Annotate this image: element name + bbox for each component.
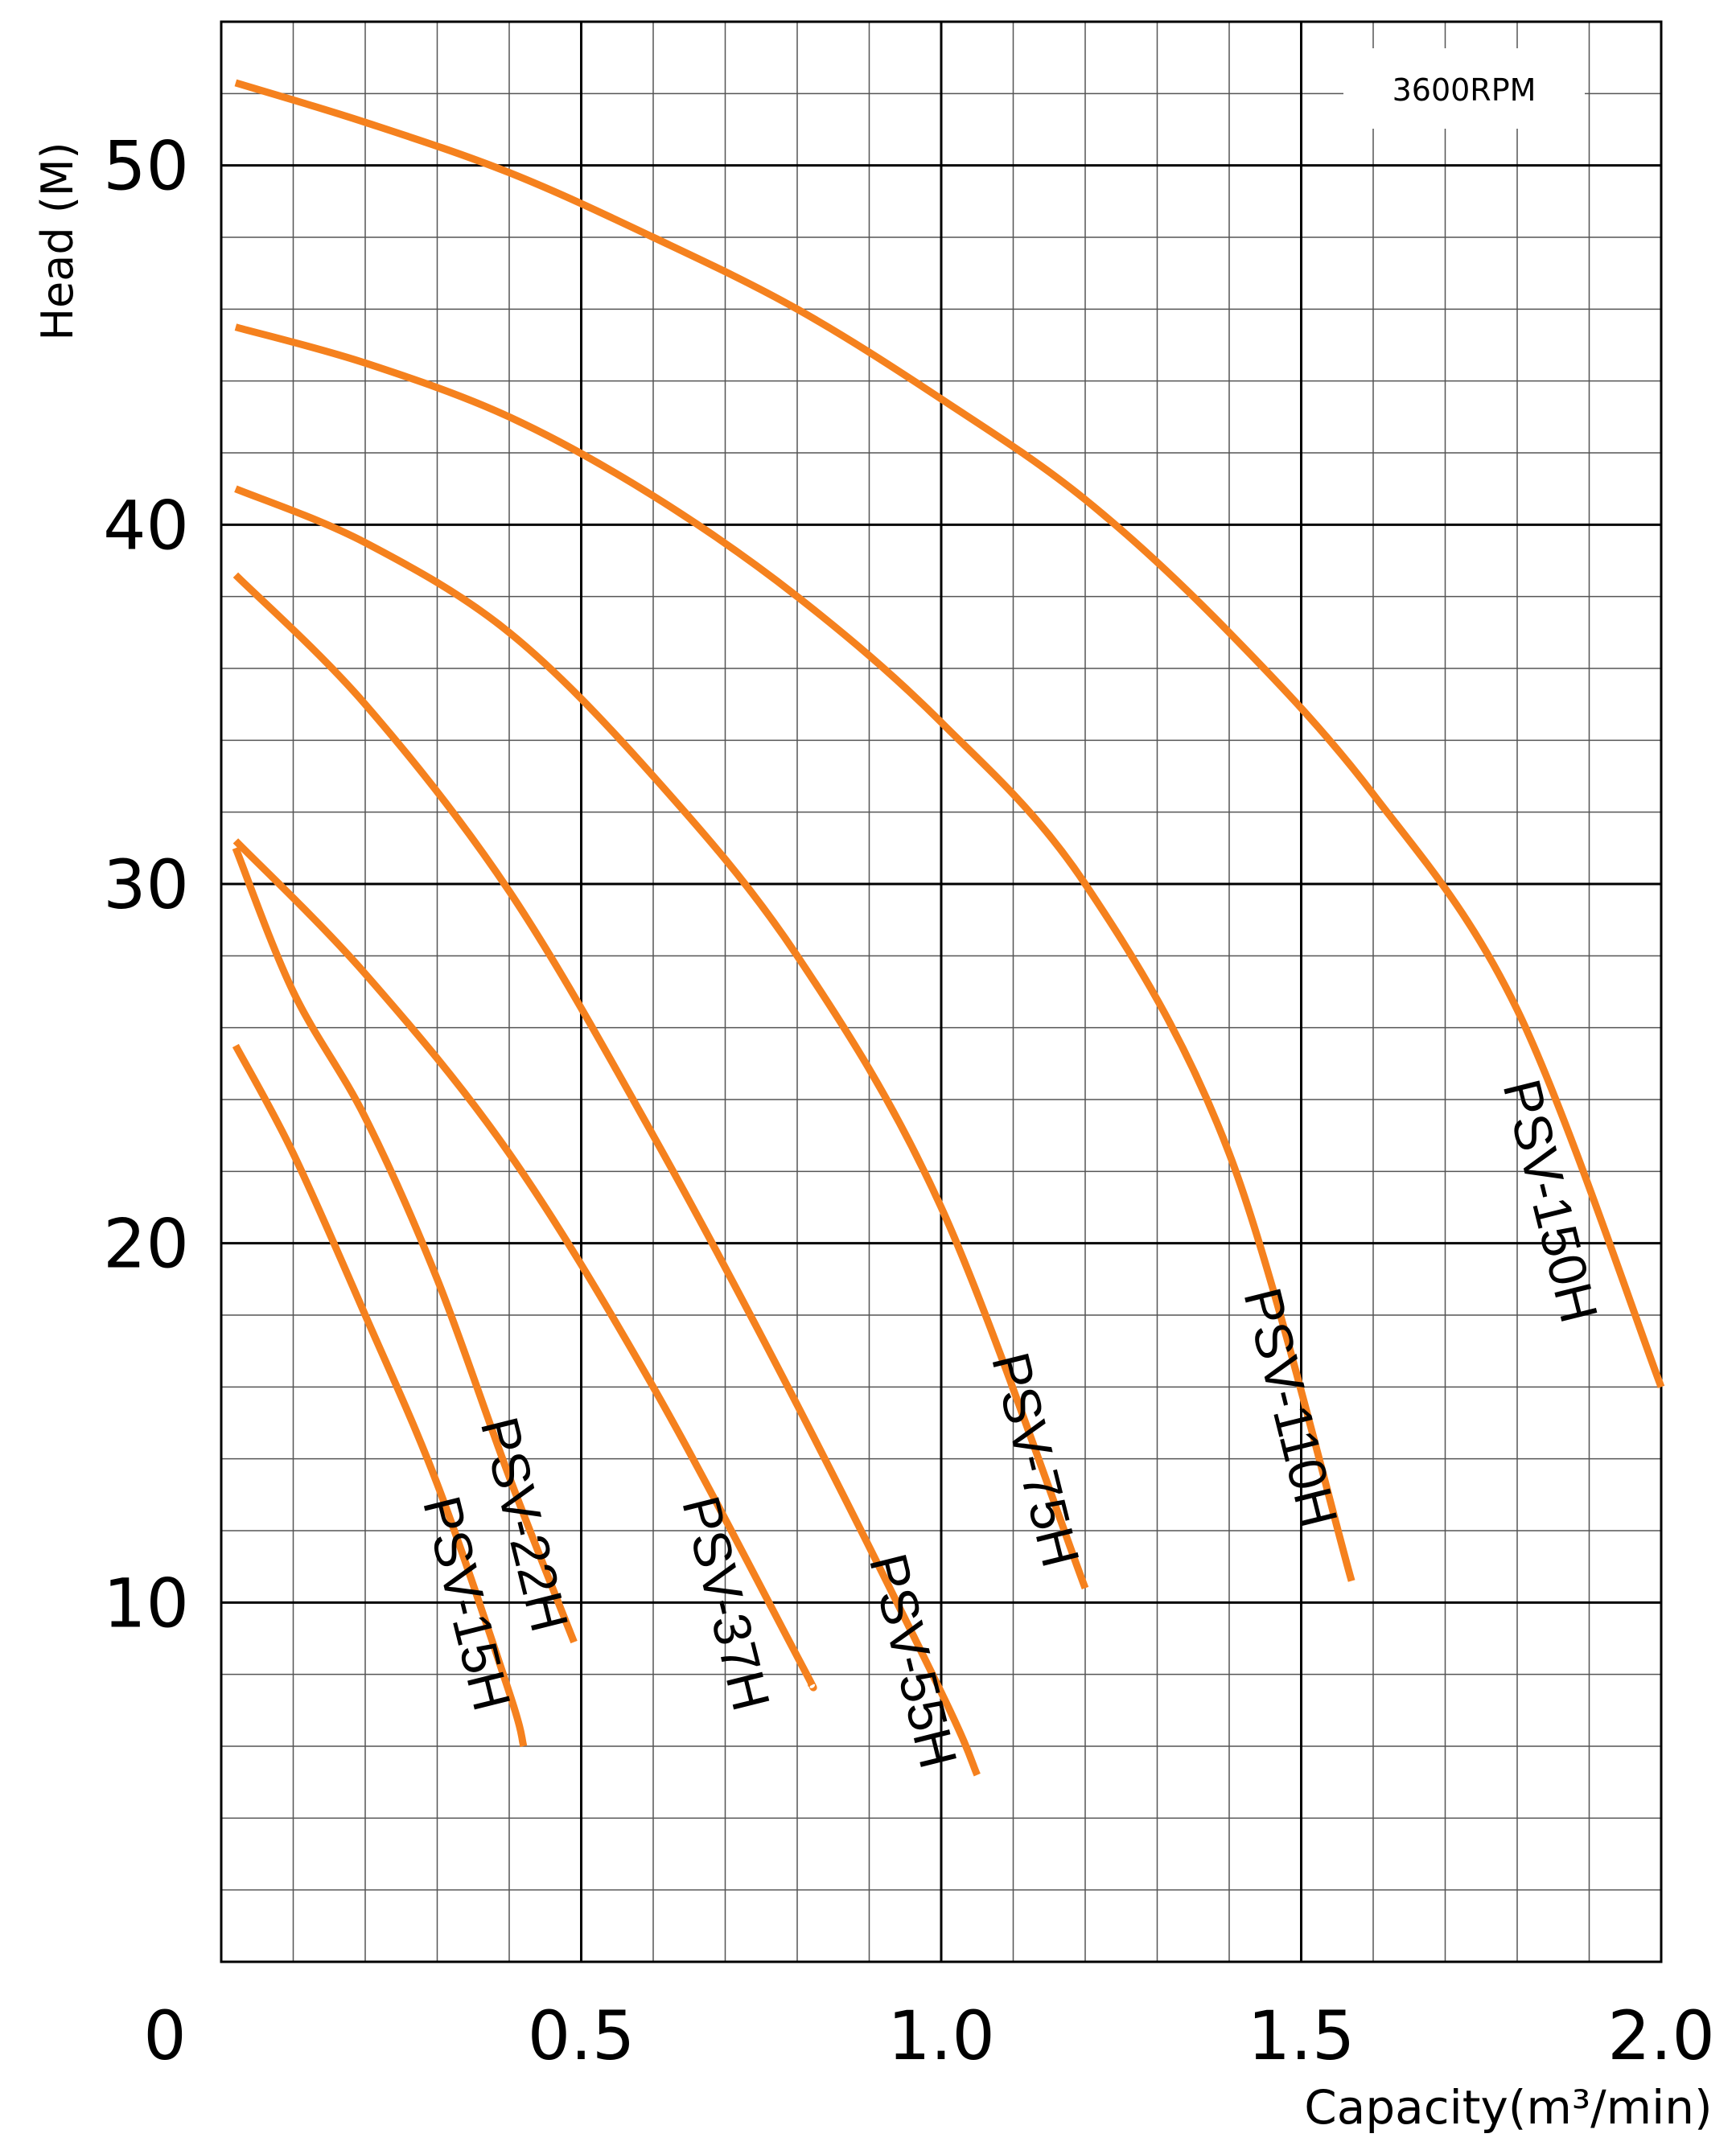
curve-psv-55h [232,572,981,1777]
curve-psv-15h [232,1043,528,1748]
curve-label-psv-110h: PSV-110H [1232,1282,1349,1533]
y-tick-label: 10 [103,1564,189,1642]
curve-psv-22h [232,846,578,1644]
major-grid [221,22,1661,1962]
x-tick-label: 1.5 [1248,1996,1355,2075]
curve-psv-75h [234,485,1089,1590]
x-axis-title: Capacity(m³/min) [1304,2080,1712,2135]
x-tick-label: 2.0 [1607,1996,1715,2075]
plot-frame [220,20,1663,1963]
rpm-annotation-background [1343,48,1585,129]
x-tick-label: 1.0 [887,1996,995,2075]
y-axis-title: Head (M) [32,142,83,340]
rpm-annotation: 3600RPM [1343,48,1585,129]
curve-psv-110h [234,323,1355,1582]
x-tick-label: 0.5 [528,1996,636,2075]
curve-psv-37h [232,838,817,1692]
y-tick-label: 30 [103,845,189,924]
x-tick-label: 0 [143,1996,186,2075]
x-tick-labels: 0 0.5 1.0 1.5 2.0 [143,1996,1715,2075]
pump-curves [232,79,1665,1777]
y-tick-label: 50 [103,127,189,206]
curve-psv-150h [234,79,1665,1388]
curve-label-psv-75h: PSV-75H [981,1346,1091,1572]
rpm-annotation-text: 3600RPM [1393,72,1536,108]
y-tick-label: 20 [103,1205,189,1284]
y-tick-label: 40 [103,486,189,565]
curve-label-psv-55h: PSV-55H [858,1548,969,1774]
y-tick-labels: 10 20 30 40 50 [103,127,189,1643]
